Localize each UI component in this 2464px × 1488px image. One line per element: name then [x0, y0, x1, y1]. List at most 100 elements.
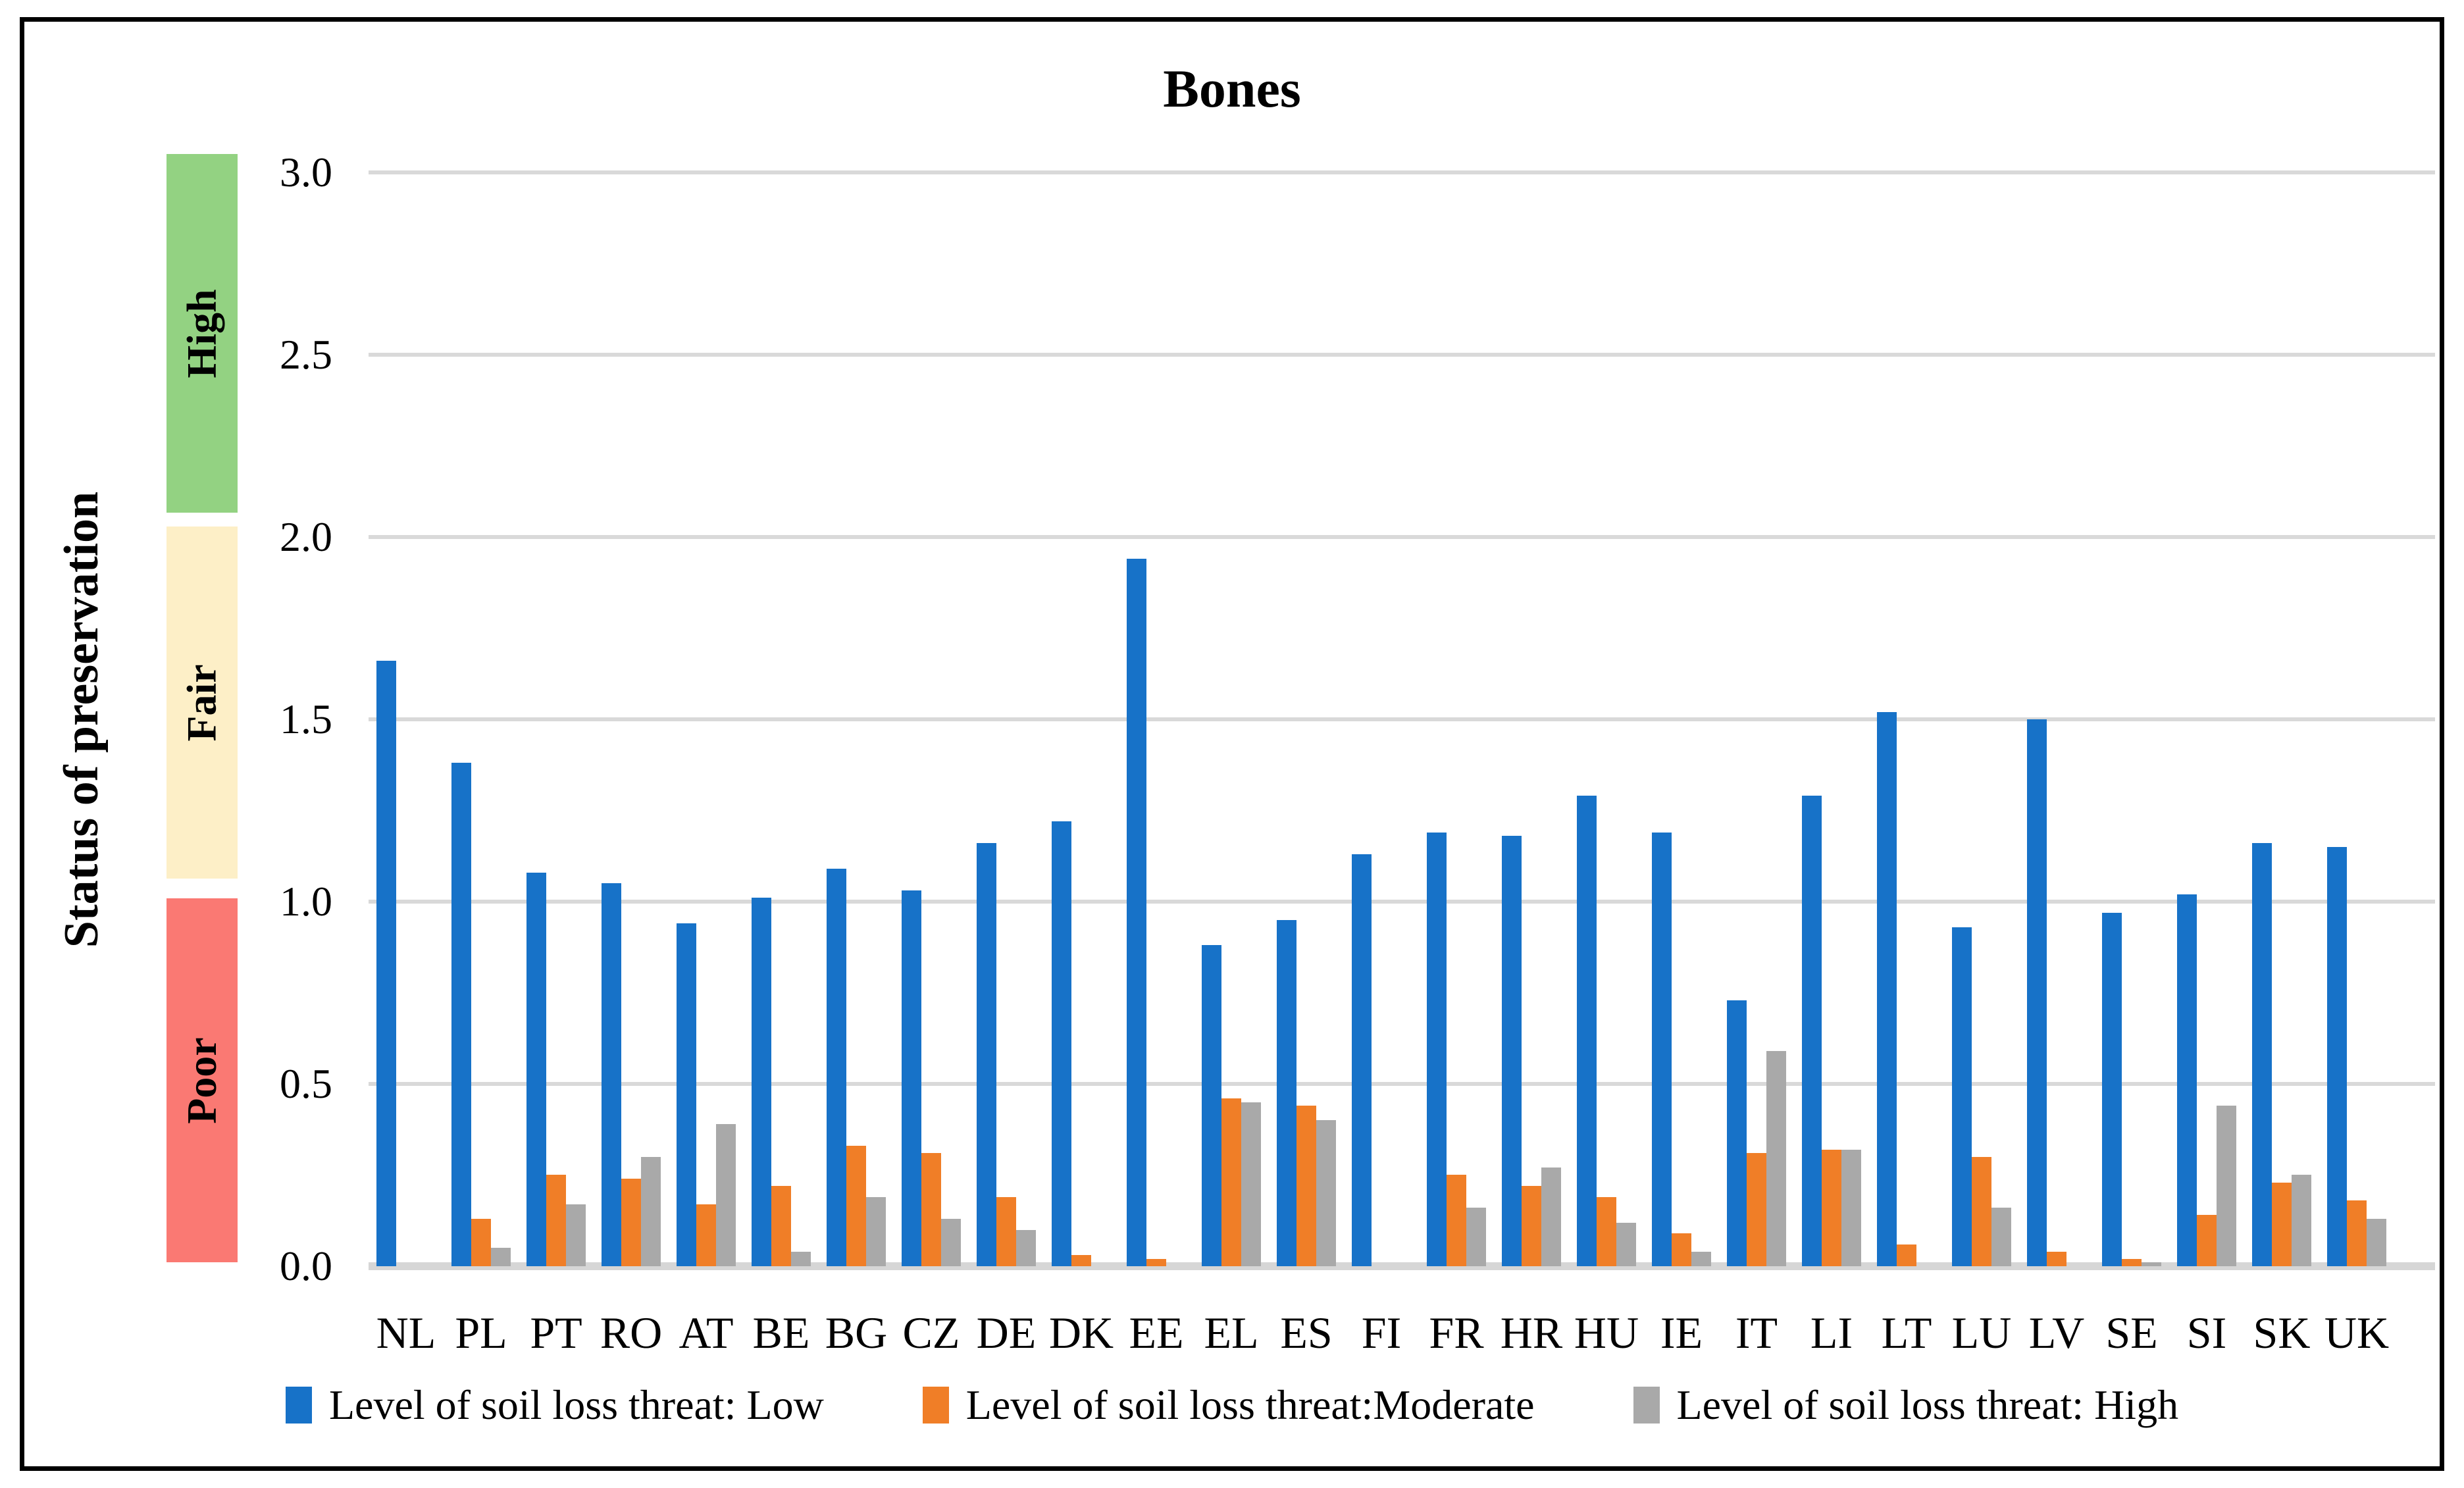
bar-group-bg [819, 172, 894, 1266]
bar-fi-series-0 [1352, 854, 1372, 1266]
bar-it-series-0 [1727, 1000, 1747, 1266]
bar-group-se [2094, 172, 2169, 1266]
bar-fr-series-1 [1447, 1175, 1466, 1266]
bar-hu-series-0 [1577, 796, 1597, 1266]
y-tick-label: 1.0 [280, 878, 332, 925]
bar-de-series-2 [1016, 1230, 1036, 1266]
bar-li-series-2 [1841, 1150, 1861, 1266]
bar-group-cz [894, 172, 969, 1266]
legend-swatch-icon [922, 1387, 949, 1424]
bar-group-it [1719, 172, 1794, 1266]
bar-de-series-0 [977, 843, 996, 1266]
bar-hr-series-0 [1502, 836, 1522, 1266]
x-label-ro: RO [600, 1308, 663, 1358]
bar-group-at [669, 172, 744, 1266]
band-high: High [167, 154, 238, 513]
bar-ro-series-1 [621, 1179, 641, 1266]
bar-si-series-1 [2197, 1215, 2217, 1266]
bar-group-ro [594, 172, 669, 1266]
bar-fr-series-0 [1427, 833, 1447, 1266]
y-tick-label: 3.0 [280, 149, 332, 195]
legend-swatch-icon [285, 1387, 312, 1424]
bar-group-hu [1569, 172, 1644, 1266]
bar-hu-series-1 [1597, 1197, 1616, 1266]
bar-group-pl [444, 172, 519, 1266]
bar-hr-series-1 [1522, 1186, 1541, 1266]
y-tick-label: 1.5 [280, 696, 332, 742]
gridline [369, 353, 2435, 357]
y-axis-title-text: Status of preservation [55, 491, 109, 948]
x-label-nl: NL [376, 1308, 436, 1358]
bar-cz-series-0 [902, 890, 921, 1266]
bar-group-es [1269, 172, 1344, 1266]
bar-group-de [969, 172, 1044, 1266]
bar-ro-series-0 [602, 883, 621, 1266]
x-label-cz: CZ [902, 1308, 960, 1358]
bar-at-series-0 [677, 923, 696, 1266]
gridline [369, 1082, 2435, 1086]
bar-dk-series-1 [1071, 1255, 1091, 1266]
x-label-ee: EE [1129, 1308, 1184, 1358]
bar-lv-series-0 [2027, 719, 2047, 1266]
gridline [369, 717, 2435, 721]
bar-uk-series-1 [2347, 1200, 2367, 1266]
bar-lu-series-0 [1952, 927, 1972, 1266]
bar-group-ee [1119, 172, 1194, 1266]
bar-dk-series-0 [1052, 821, 1071, 1266]
bar-group-pt [519, 172, 594, 1266]
bar-group-uk [2319, 172, 2394, 1266]
bar-bg-series-2 [866, 1197, 886, 1266]
y-axis-ticks: 3.0 2.5 2.0 1.5 1.0 0.5 0.0 [224, 151, 332, 1287]
bar-lu-series-2 [1991, 1208, 2011, 1266]
x-label-de: DE [976, 1308, 1037, 1358]
y-tick-label: 2.0 [280, 513, 332, 560]
x-label-fr: FR [1429, 1308, 1484, 1358]
bar-li-series-0 [1802, 796, 1822, 1266]
bar-es-series-2 [1316, 1120, 1336, 1266]
x-label-lu: LU [1951, 1308, 2012, 1358]
bar-group-lu [1944, 172, 2019, 1266]
bar-si-series-0 [2177, 894, 2197, 1266]
x-label-sk: SK [2253, 1308, 2311, 1358]
y-tick-label: 0.5 [280, 1060, 332, 1107]
bar-group-be [744, 172, 819, 1266]
bar-uk-series-0 [2327, 847, 2347, 1266]
bar-at-series-2 [716, 1124, 736, 1266]
legend: Level of soil loss threat: Low Level of s… [0, 1381, 2464, 1429]
bar-at-series-1 [696, 1204, 716, 1266]
bar-pl-series-1 [471, 1219, 491, 1266]
x-label-fi: FI [1361, 1308, 1402, 1358]
bar-el-series-0 [1202, 945, 1221, 1266]
bar-cz-series-2 [941, 1219, 961, 1266]
x-label-it: IT [1735, 1308, 1778, 1358]
bar-groups [369, 172, 2394, 1266]
legend-item-1: Level of soil loss threat:Moderate [922, 1381, 1535, 1429]
bar-si-series-2 [2217, 1106, 2236, 1266]
bar-pt-series-0 [526, 873, 546, 1266]
bar-hr-series-2 [1541, 1167, 1561, 1266]
bar-pt-series-2 [566, 1204, 586, 1266]
bar-group-nl [369, 172, 444, 1266]
bar-group-hr [1494, 172, 1569, 1266]
bar-group-dk [1044, 172, 1119, 1266]
bar-hu-series-2 [1616, 1223, 1636, 1266]
bar-group-sk [2244, 172, 2319, 1266]
band-poor: Poor [167, 898, 238, 1262]
bar-nl-series-0 [376, 661, 396, 1266]
x-label-lt: LT [1881, 1308, 1932, 1358]
bar-group-lt [1869, 172, 1944, 1266]
bar-el-series-2 [1241, 1102, 1261, 1266]
chart-title: Bones [1163, 59, 1301, 118]
gridline [369, 900, 2435, 904]
legend-item-0: Level of soil loss threat: Low [285, 1381, 824, 1429]
bar-li-series-1 [1822, 1150, 1841, 1266]
band-fair-label: Fair [178, 663, 225, 742]
bar-bg-series-1 [846, 1146, 866, 1266]
bar-group-ie [1644, 172, 1719, 1266]
bar-el-series-1 [1221, 1098, 1241, 1266]
x-label-li: LI [1810, 1308, 1853, 1358]
y-axis-title: Status of preservation [36, 172, 128, 1266]
bar-lt-series-0 [1877, 712, 1897, 1266]
bar-es-series-1 [1296, 1106, 1316, 1266]
